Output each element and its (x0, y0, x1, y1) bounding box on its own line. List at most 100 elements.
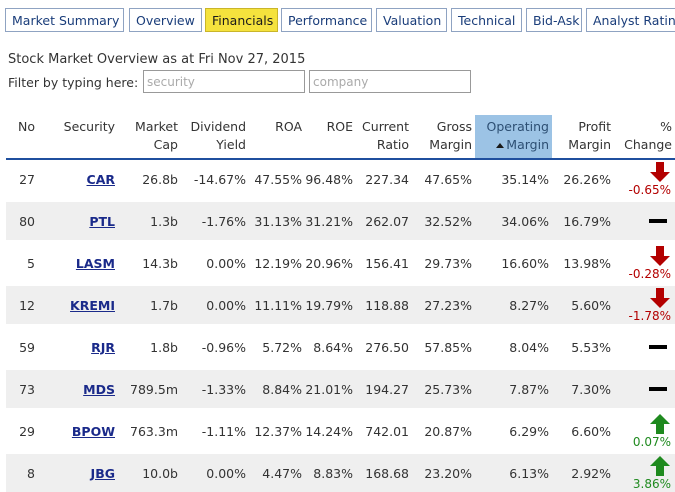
cell-dividend-yield: -0.96% (181, 324, 249, 368)
cell-roe: 31.21% (305, 198, 356, 242)
cell-gross-margin: 25.73% (412, 366, 475, 410)
cell-roa: 11.11% (249, 282, 305, 326)
cell-pct-change (614, 324, 675, 368)
sort-ascending-icon (496, 143, 505, 148)
col-roa[interactable]: ROA (249, 115, 305, 160)
tab-performance[interactable]: Performance (281, 8, 372, 32)
cell-security: CAR (38, 159, 118, 200)
security-link[interactable]: PTL (89, 213, 115, 229)
security-link[interactable]: BPOW (71, 423, 115, 439)
cell-current-ratio: 227.34 (365, 171, 409, 187)
arrow-down-icon (650, 162, 670, 182)
cell-pct-change: -0.28% (614, 240, 675, 284)
tab-bar: Market Summary Overview Financials Perfo… (5, 8, 675, 34)
change-value: -0.28% (628, 267, 671, 281)
col-market-cap[interactable]: Market Cap (118, 115, 181, 160)
tab-bid-ask[interactable]: Bid-Ask (526, 8, 582, 32)
cell-market-cap: 1.8b (118, 324, 181, 368)
cell-pct-change: -1.78% (614, 282, 675, 326)
security-filter-input[interactable] (143, 70, 305, 93)
table-header-row: No Security Market Cap Dividend Yield ROA … (6, 115, 675, 160)
table-row: 29 BPOW 763.3m -1.11% 12.37% 14.24% 742.… (6, 408, 675, 452)
cell-pct-change: 0.07% (614, 408, 675, 452)
cell-security: KREMI (38, 282, 118, 326)
cell-gross-margin: 20.87% (412, 408, 475, 452)
security-link[interactable]: LASM (75, 255, 115, 271)
table-row: 59 RJR 1.8b -0.96% 5.72% 8.64% 276.50 57… (6, 324, 675, 368)
tab-analyst-ratings[interactable]: Analyst Ratings (586, 8, 675, 32)
tab-valuation[interactable]: Valuation (376, 8, 447, 32)
col-roe[interactable]: ROE (305, 115, 356, 160)
cell-profit-margin: 7.30% (552, 366, 614, 410)
cell-roe: 8.83% (305, 450, 356, 492)
change-value: 0.07% (632, 435, 671, 449)
col-dividend-yield[interactable]: Dividend Yield (181, 115, 249, 160)
cell-gross-margin: 57.85% (412, 324, 475, 368)
cell-operating-margin: 6.13% (475, 450, 552, 492)
cell-market-cap: 1.3b (118, 198, 181, 242)
cell-gross-margin: 32.52% (412, 198, 475, 242)
cell-roe: 8.64% (305, 324, 356, 368)
cell-operating-margin: 8.04% (475, 324, 552, 368)
filter-label: Filter by typing here: (8, 75, 139, 90)
cell-no: 8 (6, 450, 38, 492)
cell-roe: 20.96% (305, 240, 356, 284)
security-link[interactable]: KREMI (70, 297, 115, 313)
security-link[interactable]: RJR (91, 339, 115, 355)
cell-dividend-yield: -1.11% (181, 408, 249, 452)
arrow-down-icon (650, 246, 670, 266)
cell-current-ratio: 194.27 (356, 366, 412, 410)
cell-pct-change (614, 198, 675, 242)
tab-overview[interactable]: Overview (129, 8, 202, 32)
tab-financials[interactable]: Financials (205, 8, 278, 32)
cell-gross-margin: 27.23% (412, 282, 475, 326)
col-no[interactable]: No (6, 115, 38, 160)
cell-security: JBG (38, 450, 118, 492)
security-link[interactable]: JBG (90, 465, 115, 481)
cell-roa: 12.37% (249, 408, 305, 452)
cell-current-ratio: 168.68 (356, 450, 412, 492)
cell-no: 5 (6, 240, 38, 284)
tab-technical[interactable]: Technical (451, 8, 522, 32)
company-filter-input[interactable] (309, 70, 471, 93)
cell-no: 29 (6, 408, 38, 452)
cell-operating-margin: 7.87% (475, 366, 552, 410)
cell-no: 73 (6, 366, 38, 410)
cell-security: PTL (38, 198, 118, 242)
security-link[interactable]: MDS (83, 381, 115, 397)
col-pct-change[interactable]: % Change (614, 115, 675, 160)
change-value: -0.65% (628, 183, 671, 197)
cell-dividend-yield: 0.00% (181, 282, 249, 326)
cell-dividend-yield: 0.00% (181, 450, 249, 492)
cell-current-ratio: 742.01 (356, 408, 412, 452)
cell-operating-margin: 34.06% (475, 198, 552, 242)
cell-gross-margin: 23.20% (412, 450, 475, 492)
cell-security: RJR (38, 324, 118, 368)
cell-market-cap: 10.0b (118, 450, 181, 492)
cell-no: 27 (19, 171, 35, 187)
table-row: 80 PTL 1.3b -1.76% 31.13% 31.21% 262.07 … (6, 198, 675, 242)
cell-roe: 14.24% (305, 408, 356, 452)
cell-dividend-yield: -1.76% (181, 198, 249, 242)
security-link[interactable]: CAR (86, 171, 115, 187)
cell-pct-change: 3.86% (614, 450, 675, 492)
col-profit-margin[interactable]: Profit Margin (552, 115, 614, 160)
cell-operating-margin: 6.29% (475, 408, 552, 452)
cell-security: BPOW (38, 408, 118, 452)
table-row: 8 JBG 10.0b 0.00% 4.47% 8.83% 168.68 23.… (6, 450, 675, 492)
col-operating-margin[interactable]: Operating Margin (475, 115, 552, 160)
cell-market-cap: 14.3b (118, 240, 181, 284)
cell-roe: 19.79% (305, 282, 356, 326)
cell-roa: 31.13% (249, 198, 305, 242)
cell-no: 80 (6, 198, 38, 242)
col-security[interactable]: Security (38, 115, 118, 160)
cell-profit-margin: 2.92% (552, 450, 614, 492)
cell-profit-margin: 16.79% (552, 198, 614, 242)
table-row: 5 LASM 14.3b 0.00% 12.19% 20.96% 156.41 … (6, 240, 675, 284)
tab-market-summary[interactable]: Market Summary (5, 8, 124, 32)
arrow-down-icon (650, 288, 670, 308)
col-current-ratio[interactable]: Current Ratio (356, 115, 412, 160)
col-gross-margin[interactable]: Gross Margin (412, 115, 475, 160)
cell-market-cap: 1.7b (118, 282, 181, 326)
table-row: 73 MDS 789.5m -1.33% 8.84% 21.01% 194.27… (6, 366, 675, 410)
